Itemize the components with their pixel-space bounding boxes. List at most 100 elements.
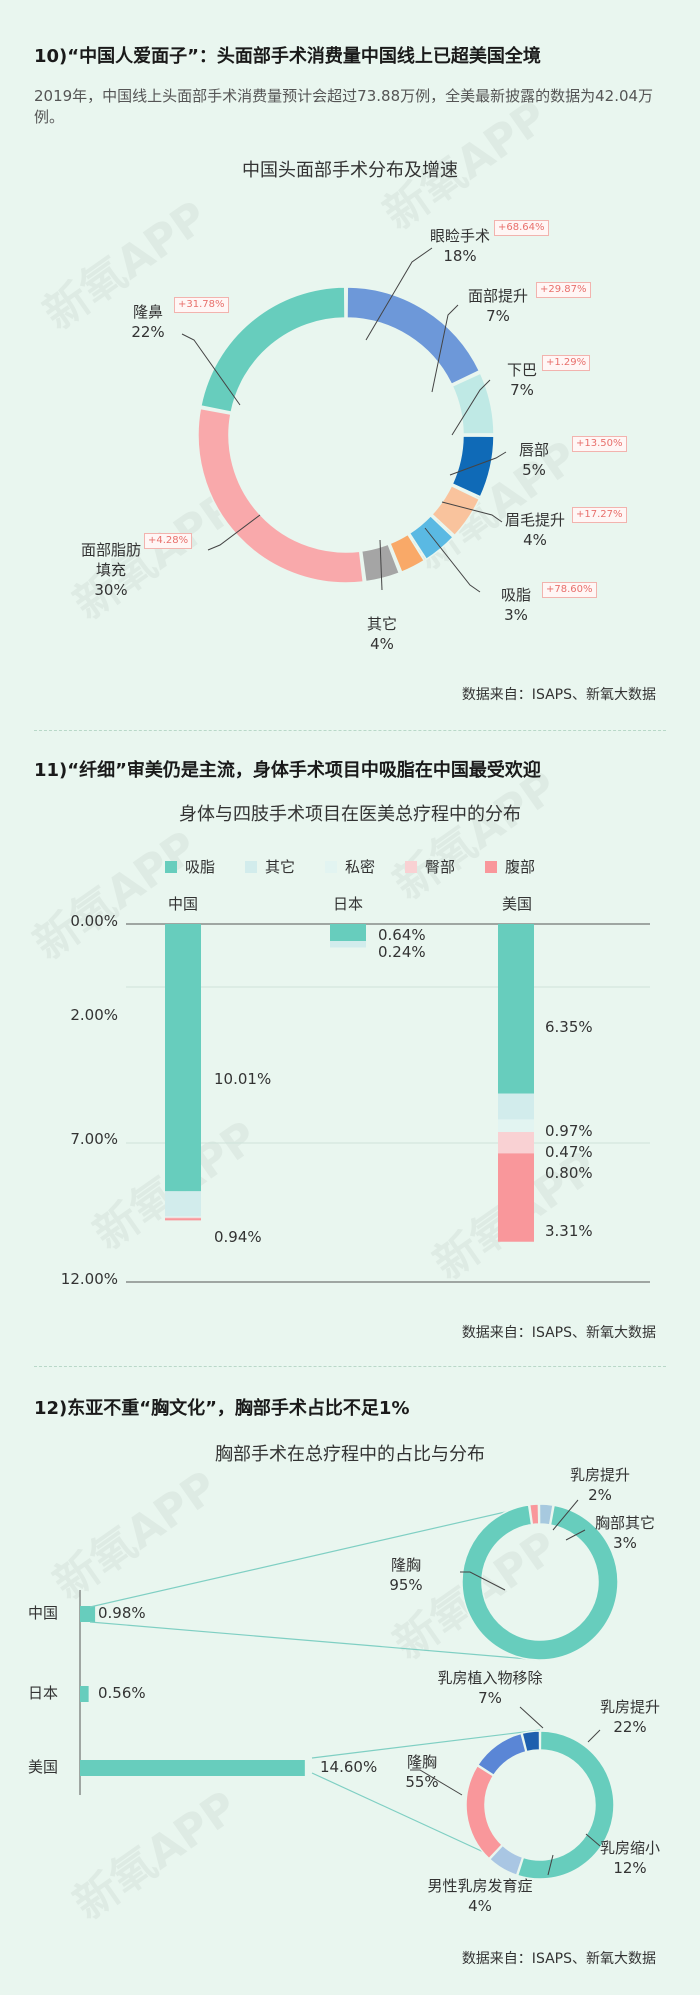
slice-name: 眉毛提升 — [504, 511, 565, 529]
data-label: 3.31% — [545, 1222, 593, 1240]
slice-name: 面部提升 — [467, 287, 528, 305]
stacked-bar-segment — [498, 1131, 534, 1154]
breast-cn-label-lift: 乳房提升 2% — [560, 1465, 640, 1505]
legend-item: 私密 — [324, 856, 375, 877]
section-10-heading: 10)“中国人爱面子”：头面部手术消费量中国线上已超美国全境 — [34, 46, 541, 67]
donut-slice — [199, 286, 346, 413]
slice-name: 隆胸 — [406, 1753, 437, 1771]
y-tick-label: 7.00% — [70, 1130, 118, 1148]
hbar — [80, 1760, 305, 1776]
legend-item: 其它 — [244, 856, 295, 877]
slice-value: 22% — [131, 323, 165, 341]
growth-badge: +68.64% — [494, 220, 549, 236]
legend-item: 臀部 — [405, 856, 455, 877]
legend-swatch — [405, 860, 417, 873]
slice-label-browlift: 眉毛提升 4% — [498, 510, 572, 550]
hbar-value-japan: 0.56% — [98, 1684, 146, 1702]
stacked-bar-segment — [330, 924, 366, 942]
slice-label-liposuction: 吸脂 3% — [488, 585, 544, 625]
hbar-value-china: 0.98% — [98, 1604, 146, 1622]
slice-name: 眼睑手术 — [429, 227, 490, 245]
slice-value: 30% — [94, 581, 128, 599]
slice-value: 3% — [613, 1534, 637, 1552]
donut-slice — [408, 514, 455, 561]
breast-us-label-removal: 乳房植入物移除 7% — [420, 1668, 560, 1708]
legend-label: 其它 — [264, 858, 295, 876]
y-tick-label: 0.00% — [70, 912, 118, 930]
slice-value: 4% — [370, 635, 394, 653]
legend-label: 臀部 — [425, 858, 456, 876]
source-note: 数据来自：ISAPS、新氧大数据 — [461, 1951, 656, 1967]
data-label: 0.24% — [378, 943, 426, 961]
donut-slice — [461, 1503, 619, 1661]
data-label: 10.01% — [214, 1070, 272, 1088]
growth-badge: +78.60% — [542, 582, 597, 598]
donut-slice — [430, 484, 481, 537]
slice-name: 乳房提升 — [599, 1698, 660, 1716]
slice-value: 95% — [389, 1576, 423, 1594]
stacked-bar-chart — [126, 923, 650, 1283]
slice-name: 乳房缩小 — [599, 1839, 660, 1857]
slice-label-facelift: 面部提升 7% — [458, 286, 538, 326]
slice-name: 胸部其它 — [594, 1514, 655, 1532]
slice-value: 7% — [478, 1689, 502, 1707]
data-label: 0.80% — [545, 1164, 593, 1182]
legend-label: 腹部 — [505, 858, 536, 876]
stacked-bar-segment — [498, 1093, 534, 1120]
data-label: 0.64% — [378, 926, 426, 944]
legend-swatch — [244, 860, 257, 873]
slice-label-rhinoplasty: 隆鼻 22% — [118, 302, 178, 342]
slice-value: 2% — [588, 1486, 612, 1504]
hbar-category-usa: 美国 — [28, 1758, 59, 1776]
source-note: 数据来自：ISAPS、新氧大数据 — [461, 1325, 656, 1341]
donut-slice — [389, 533, 426, 574]
data-label: 0.94% — [214, 1228, 262, 1246]
source-note: 数据来自：ISAPS、新氧大数据 — [461, 687, 656, 703]
breast-us-label-lift: 乳房提升 22% — [590, 1697, 670, 1737]
stacked-bar-segment — [165, 1218, 201, 1221]
section-divider — [34, 1366, 666, 1367]
stacked-bar-segment — [498, 1153, 534, 1242]
growth-badge: +29.87% — [536, 282, 591, 298]
slice-name: 其它 — [366, 615, 397, 633]
slice-value: 22% — [613, 1718, 647, 1736]
donut-slice — [488, 1844, 524, 1877]
slice-value: 18% — [443, 247, 477, 265]
slice-name: 乳房植入物移除 — [437, 1669, 543, 1687]
data-label: 6.35% — [545, 1018, 593, 1036]
growth-badge: +1.29% — [542, 355, 591, 371]
category-label-china: 中国 — [167, 895, 199, 913]
slice-name: 男性乳房发育症 — [427, 1877, 533, 1895]
hbar — [80, 1686, 89, 1702]
hbar-category-japan: 日本 — [28, 1684, 59, 1702]
data-label: 0.47% — [545, 1143, 593, 1161]
legend-item: 吸脂 — [164, 856, 215, 877]
growth-badge: +31.78% — [174, 297, 229, 313]
donut-slice — [465, 1764, 504, 1860]
donut-slice — [476, 1732, 527, 1777]
stacked-bar-segment — [165, 1216, 201, 1218]
stacked-bar-segment — [165, 924, 201, 1192]
chart-legend: 吸脂 其它 私密 臀部 腹部 — [0, 856, 700, 877]
donut-slice — [516, 1730, 615, 1880]
data-label: 0.97% — [545, 1122, 593, 1140]
slice-value: 55% — [405, 1773, 439, 1791]
slice-label-other: 其它 4% — [354, 614, 410, 654]
slice-value: 7% — [510, 381, 534, 399]
section-divider — [34, 730, 666, 731]
slice-label-lips: 唇部 5% — [506, 440, 562, 480]
donut-slice — [197, 407, 365, 584]
stacked-bar-segment — [165, 1191, 201, 1217]
slice-name: 唇部 — [518, 441, 549, 459]
section-12-heading: 12)东亚不重“胸文化”，胸部手术占比不足1% — [34, 1398, 410, 1419]
slice-value: 7% — [486, 307, 510, 325]
stacked-bar-segment — [498, 924, 534, 1094]
slice-name: 隆鼻 — [132, 303, 163, 321]
donut-slice — [528, 1503, 540, 1526]
slice-value: 5% — [522, 461, 546, 479]
donut-chart-title: 中国头面部手术分布及增速 — [242, 160, 458, 181]
stacked-bar-segment — [165, 1217, 201, 1219]
legend-item: 腹部 — [485, 856, 535, 877]
breast-cn-label-other: 胸部其它 3% — [580, 1513, 670, 1553]
